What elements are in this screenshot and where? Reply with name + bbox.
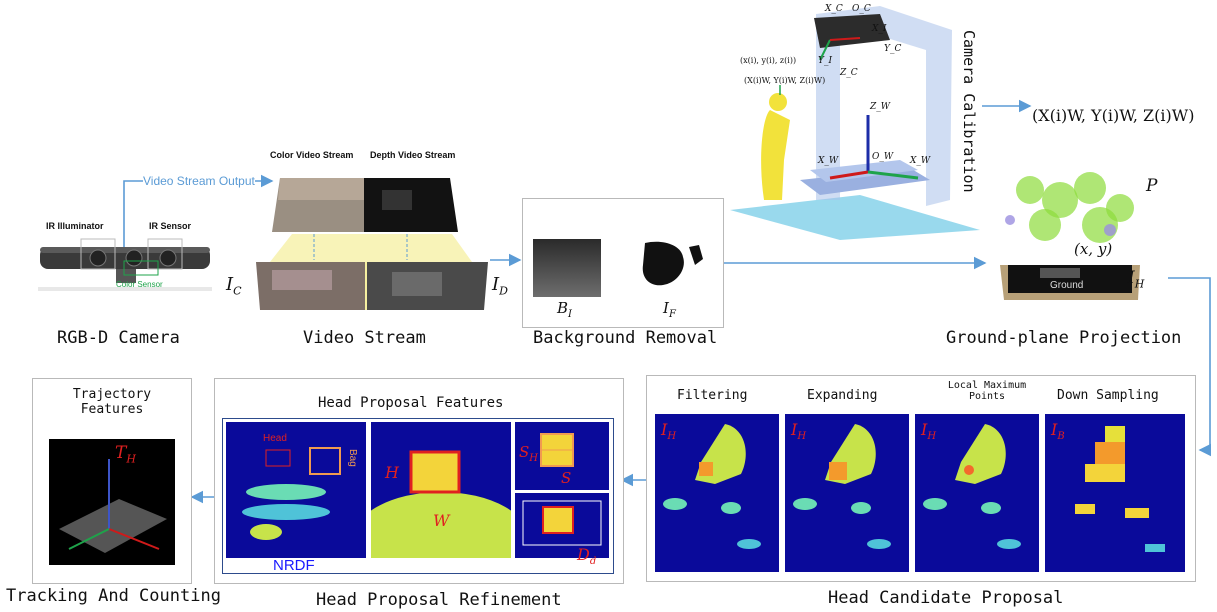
video-frames <box>256 178 488 310</box>
camera-illustration <box>38 238 212 291</box>
calibration-illustration <box>730 6 980 240</box>
head-refinement-label: Head Proposal Refinement <box>316 590 562 610</box>
id-symbol: ID <box>492 274 508 298</box>
head-refinement-inner: Head Bag H W SH S Dd NRDF <box>222 418 614 574</box>
ih-filter-symbol: IH <box>661 420 677 443</box>
xy-label: (x, y) <box>1074 240 1113 258</box>
s-symbol: S <box>561 469 572 487</box>
h-symbol: H <box>385 463 399 482</box>
head-candidate-label: Head Candidate Proposal <box>828 588 1064 608</box>
trajectory-features-title: Trajectory Features <box>72 387 152 417</box>
down-sampling-map <box>1045 414 1185 572</box>
head-candidate-panel: Filtering Expanding Local Maximum Points … <box>646 375 1196 582</box>
ih-localmax-symbol: IH <box>921 420 937 443</box>
background-removal-panel: BI IF <box>522 198 724 328</box>
tracking-label: Tracking And Counting <box>6 586 221 606</box>
cam-point-label: (x(i), y(i), z(i)) <box>740 56 797 65</box>
background-removal-label: Background Removal <box>533 328 718 348</box>
video-output-label: Video Stream Output <box>143 174 255 188</box>
bag-tag: Bag <box>347 449 358 467</box>
w-symbol: W <box>433 511 450 530</box>
world-point-small-label: (X(i)W, Y(i)W, Z(i)W) <box>744 76 826 85</box>
dd-map <box>515 493 609 558</box>
zw-label: Z_W <box>870 102 891 112</box>
p-symbol: P <box>1146 176 1158 196</box>
hw-map <box>371 422 511 558</box>
local-maximum-map <box>915 414 1039 572</box>
calibration-scene: (x(i), y(i), z(i)) (X(i)W, Y(i)W, Z(i)W)… <box>730 0 980 240</box>
zc-label: Z_C <box>840 68 858 78</box>
yc-label: Y_C <box>884 44 902 54</box>
color-sensor-label: Color Sensor <box>116 280 163 289</box>
video-stream-panel: Color Video Stream Depth Video Stream IC… <box>226 150 508 310</box>
head-tag: Head <box>263 433 287 444</box>
expanding-map <box>785 414 909 572</box>
xw2-label: X_W <box>910 156 931 166</box>
ground-plane-panel: Ground (x, y) <box>990 130 1150 315</box>
th-symbol: TH <box>115 443 136 466</box>
yi-label: Y_I <box>818 56 832 66</box>
sh-symbol: SH <box>519 443 539 464</box>
xc-label: X_C <box>825 4 843 14</box>
ground-text: Ground <box>1050 280 1084 291</box>
ir-sensor-label: IR Sensor <box>149 221 192 231</box>
filtering-map <box>655 414 779 572</box>
ih-expand-symbol: IH <box>791 420 807 443</box>
filtering-label: Filtering <box>677 388 748 403</box>
nrdf-map <box>226 422 366 558</box>
shs-map <box>515 422 609 490</box>
color-stream-label: Color Video Stream <box>270 150 354 160</box>
ib-symbol: IB <box>1051 420 1065 443</box>
ic-symbol: IC <box>226 274 242 298</box>
dd-symbol: Dd <box>577 545 597 568</box>
down-sampling-label: Down Sampling <box>1057 388 1159 403</box>
ih-symbol: IH <box>1128 268 1145 291</box>
ground-to-candidate-arrow <box>1168 277 1212 457</box>
video-stream-label: Video Stream <box>303 328 426 348</box>
ir-illuminator-label: IR Illuminator <box>46 221 104 231</box>
rgbd-camera-label: RGB-D Camera <box>57 328 180 348</box>
rgbd-camera: IR Illuminator IR Sensor Color Sensor <box>36 221 214 295</box>
expanding-label: Expanding <box>807 388 878 403</box>
bi-image <box>533 239 601 297</box>
nrdf-label: NRDF <box>273 557 315 574</box>
local-maximum-label: Local Maximum Points <box>947 380 1027 402</box>
if-image <box>633 239 715 291</box>
head-proposal-features-title: Head Proposal Features <box>318 395 504 411</box>
trajectory-view <box>49 439 175 565</box>
xi-label: X_I <box>872 24 887 34</box>
oc-label: O_C <box>852 4 871 14</box>
world-point-label: (X(i)W, Y(i)W, Z(i)W) <box>1032 106 1195 125</box>
ow-label: O_W <box>872 152 894 162</box>
bi-symbol: BI <box>557 299 572 320</box>
depth-stream-label: Depth Video Stream <box>370 150 456 160</box>
point-cloud-illustration <box>1000 172 1140 300</box>
ground-plane-label: Ground-plane Projection <box>946 328 1182 348</box>
tracking-panel: Trajectory Features TH <box>32 378 192 584</box>
camera-calibration-label: Camera Calibration <box>960 30 978 193</box>
xw-label: X_W <box>818 156 839 166</box>
if-symbol: IF <box>663 299 676 320</box>
